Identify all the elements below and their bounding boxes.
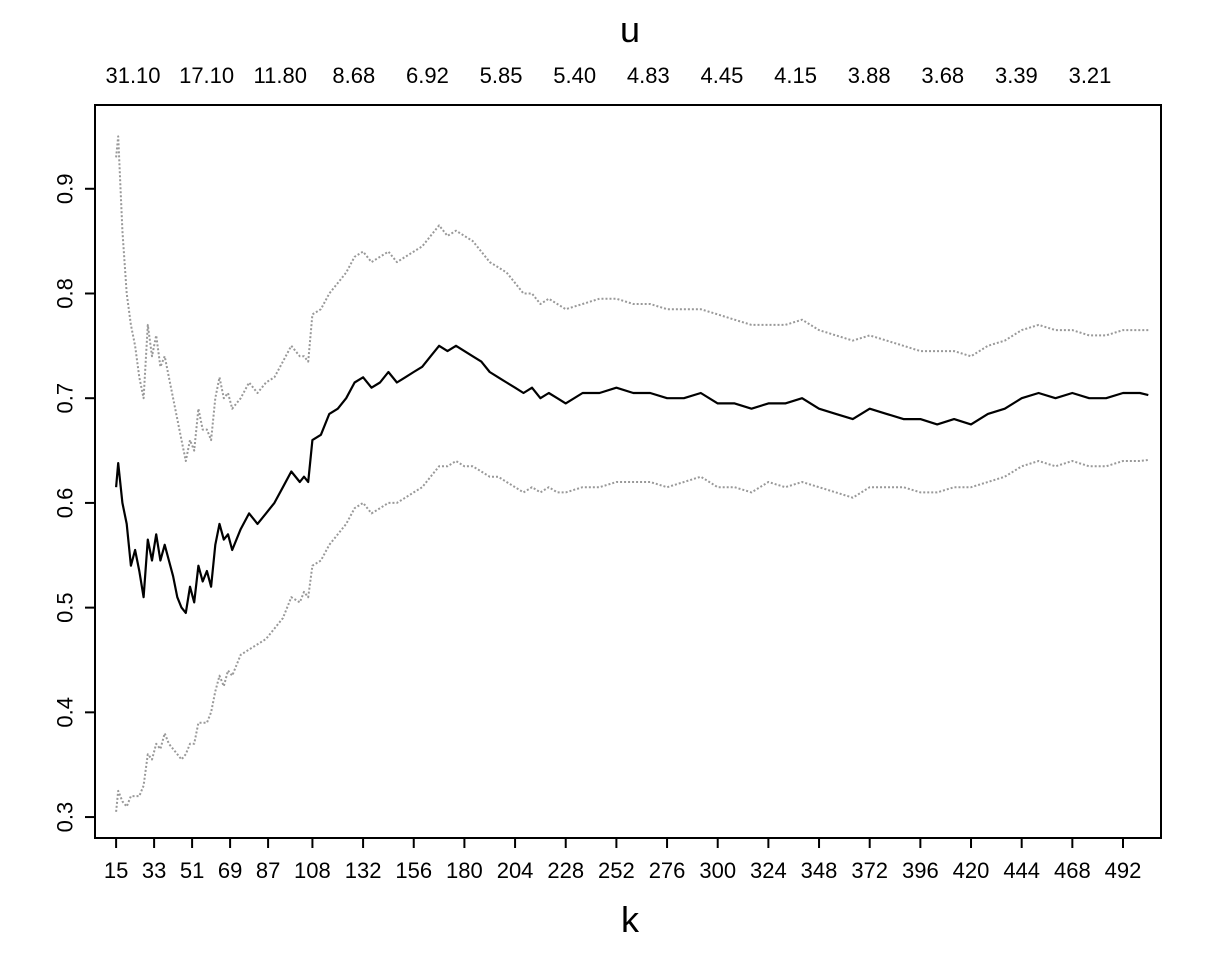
x-tick-label: 420 — [953, 858, 990, 883]
x-tick-label: 324 — [750, 858, 787, 883]
series-line-estimate — [115, 344, 1149, 615]
top-tick-label: 5.85 — [480, 63, 523, 88]
x-tick-label: 396 — [902, 858, 939, 883]
x-tick-label: 180 — [446, 858, 483, 883]
x-tick-label: 468 — [1054, 858, 1091, 883]
top-tick-label: 4.45 — [701, 63, 744, 88]
x-tick-label: 444 — [1003, 858, 1040, 883]
top-tick-label: 4.83 — [627, 63, 670, 88]
x-tick-label: 204 — [497, 858, 534, 883]
x-tick-label: 33 — [142, 858, 166, 883]
series-line-lower-bound — [115, 459, 1149, 812]
x-tick-label: 69 — [218, 858, 242, 883]
top-tick-label: 3.21 — [1069, 63, 1112, 88]
x-axis-top: 31.10 17.10 11.80 8.68 6.92 5.85 5.40 4.83 4.45 4… — [105, 63, 1111, 88]
x-tick-label: 276 — [649, 858, 686, 883]
top-axis-title: u — [620, 9, 640, 50]
top-tick-label: 8.68 — [332, 63, 375, 88]
x-tick-label: 300 — [699, 858, 736, 883]
top-tick-label: 17.10 — [179, 63, 234, 88]
x-tick-label: 87 — [256, 858, 280, 883]
top-tick-label: 31.10 — [105, 63, 160, 88]
x-tick-label: 132 — [345, 858, 382, 883]
x-tick-label: 156 — [395, 858, 432, 883]
series-layer — [115, 135, 1149, 812]
x-axis-title: k — [621, 899, 640, 940]
series-line-upper-bound — [115, 135, 1149, 462]
x-tick-label: 15 — [104, 858, 128, 883]
x-tick-label: 51 — [180, 858, 204, 883]
y-tick-label: 0.3 — [53, 802, 78, 833]
x-tick-label: 228 — [547, 858, 584, 883]
x-axis-bottom: 15 33 51 69 87 108 132 156 180 204 228 252 276 300 324… — [104, 838, 1141, 883]
x-tick-label: 492 — [1105, 858, 1142, 883]
y-tick-label: 0.8 — [53, 278, 78, 309]
y-tick-label: 0.6 — [53, 488, 78, 519]
top-tick-label: 6.92 — [406, 63, 449, 88]
x-tick-label: 348 — [801, 858, 838, 883]
top-tick-label: 3.68 — [921, 63, 964, 88]
top-tick-label: 3.88 — [848, 63, 891, 88]
plot-frame — [94, 104, 1162, 839]
y-axis: 0.3 0.4 0.5 0.6 0.7 0.8 0.9 — [53, 173, 95, 833]
top-tick-label: 11.80 — [254, 63, 307, 88]
y-tick-label: 0.7 — [53, 383, 78, 414]
x-tick-label: 252 — [598, 858, 635, 883]
x-tick-label: 108 — [294, 858, 331, 883]
y-tick-label: 0.4 — [53, 697, 78, 728]
top-tick-label: 3.39 — [995, 63, 1038, 88]
y-tick-label: 0.5 — [53, 592, 78, 623]
y-tick-label: 0.9 — [53, 173, 78, 204]
top-tick-label: 4.15 — [774, 63, 817, 88]
top-tick-label: 5.40 — [553, 63, 596, 88]
x-tick-label: 372 — [851, 858, 888, 883]
